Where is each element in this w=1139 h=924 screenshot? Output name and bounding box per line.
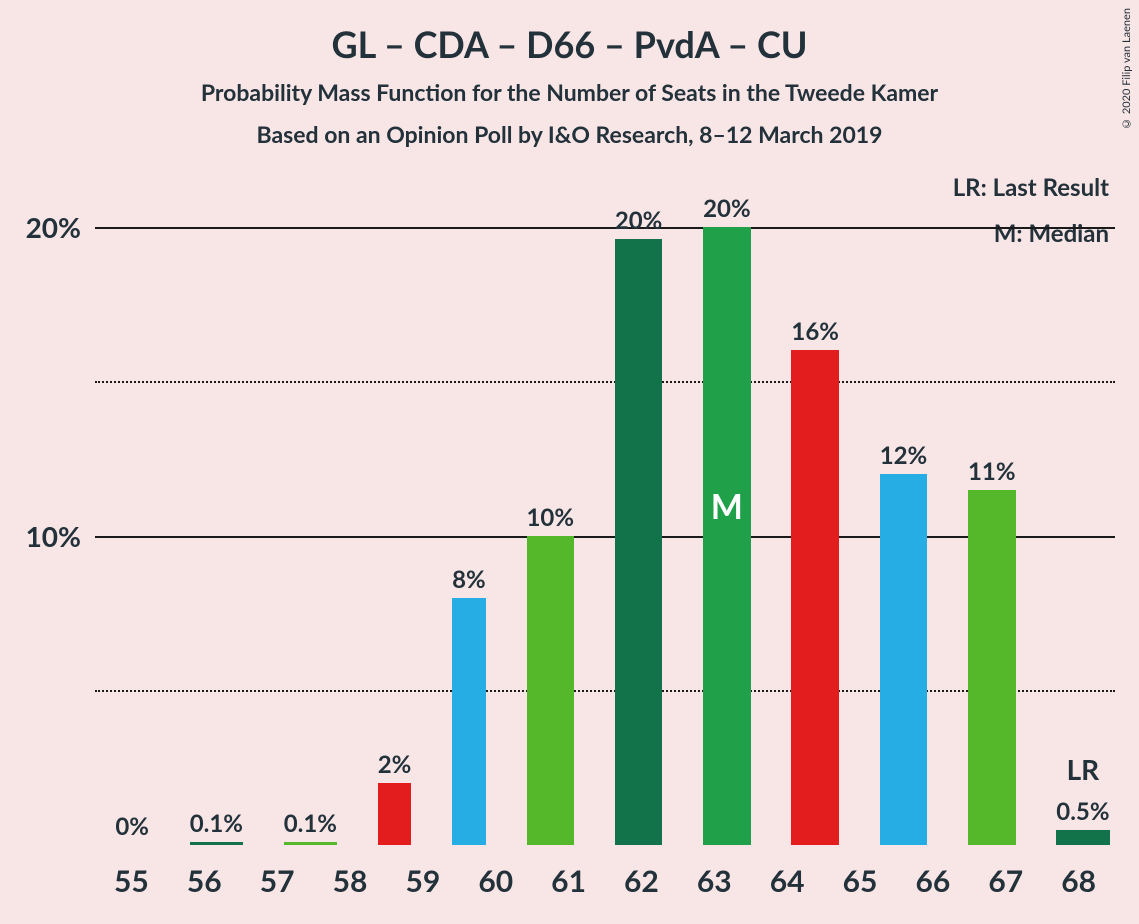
- y-tick-label: 20%: [26, 210, 95, 244]
- chart-title: GL – CDA – D66 – PvdA – CU: [0, 22, 1139, 66]
- y-tick-label: 10%: [26, 519, 95, 553]
- chart-subtitle-1: Probability Mass Function for the Number…: [0, 78, 1139, 106]
- median-marker: M: [703, 486, 751, 527]
- bar-value-label: 0.1%: [190, 809, 243, 838]
- bars-container: 0%0.1%0.1%2%8%10%20%20%M16%12%11%LR0.5%0…: [95, 165, 1115, 845]
- bar-slot: 0.1%: [263, 165, 357, 845]
- bar-slot: 11%: [948, 165, 1036, 845]
- x-tick-label: 63: [678, 863, 751, 899]
- x-tick-label: 55: [95, 863, 168, 899]
- chart-plot-area: 20%10%0%0.1%0.1%2%8%10%20%20%M16%12%11%L…: [95, 165, 1115, 845]
- bar-slot: 2%: [357, 165, 431, 845]
- bar: [615, 239, 663, 845]
- bar-value-label: 16%: [791, 317, 839, 346]
- bar-slot: 0.1%: [169, 165, 263, 845]
- x-tick-label: 57: [241, 863, 314, 899]
- x-tick-label: 67: [969, 863, 1042, 899]
- bar-value-label: 0.1%: [284, 809, 337, 838]
- bar-value-label: 0.5%: [1056, 797, 1109, 826]
- bar: [968, 490, 1016, 845]
- bar-value-label: 2%: [378, 750, 412, 779]
- x-tick-label: 65: [824, 863, 897, 899]
- bar: [880, 474, 928, 845]
- bar: [378, 783, 412, 845]
- x-tick-label: 59: [386, 863, 459, 899]
- bar-slot: 8%: [432, 165, 506, 845]
- chart-subtitle-2: Based on an Opinion Poll by I&O Research…: [0, 120, 1139, 148]
- bar-value-label: 11%: [968, 457, 1016, 486]
- copyright-note: © 2020 Filip van Laenen: [1120, 8, 1133, 130]
- x-axis: 5556575859606162636465666768: [95, 863, 1115, 899]
- bar-slot: 0.6%: [1130, 165, 1139, 845]
- bar-slot: 12%: [859, 165, 947, 845]
- x-tick-label: 61: [532, 863, 605, 899]
- last-result-marker: LR: [1067, 752, 1100, 786]
- bar: [1056, 830, 1109, 845]
- bar: [452, 598, 486, 845]
- bar-value-label: 8%: [452, 565, 486, 594]
- bar: [190, 842, 243, 845]
- x-tick-label: 64: [751, 863, 824, 899]
- bar-slot: 10%: [506, 165, 594, 845]
- bar: M: [703, 227, 751, 845]
- x-tick-label: 66: [896, 863, 969, 899]
- x-tick-label: 60: [459, 863, 532, 899]
- bar-value-label: 10%: [527, 503, 575, 532]
- bar: [527, 536, 575, 845]
- bar-value-label: 20%: [615, 206, 663, 235]
- bar-value-label: 0%: [115, 812, 149, 841]
- x-tick-label: 56: [168, 863, 241, 899]
- bar-value-label: 12%: [880, 441, 928, 470]
- bar: [791, 350, 839, 845]
- bar-slot: LR 0.5%: [1036, 165, 1130, 845]
- bar-slot: 20% M: [683, 165, 771, 845]
- bar-slot: 20%: [594, 165, 682, 845]
- bar-slot: 0%: [95, 165, 169, 845]
- bar: [284, 842, 337, 845]
- x-tick-label: 68: [1042, 863, 1115, 899]
- x-tick-label: 58: [314, 863, 387, 899]
- bar-value-label: 20%: [703, 194, 751, 223]
- x-tick-label: 62: [605, 863, 678, 899]
- bar-slot: 16%: [771, 165, 859, 845]
